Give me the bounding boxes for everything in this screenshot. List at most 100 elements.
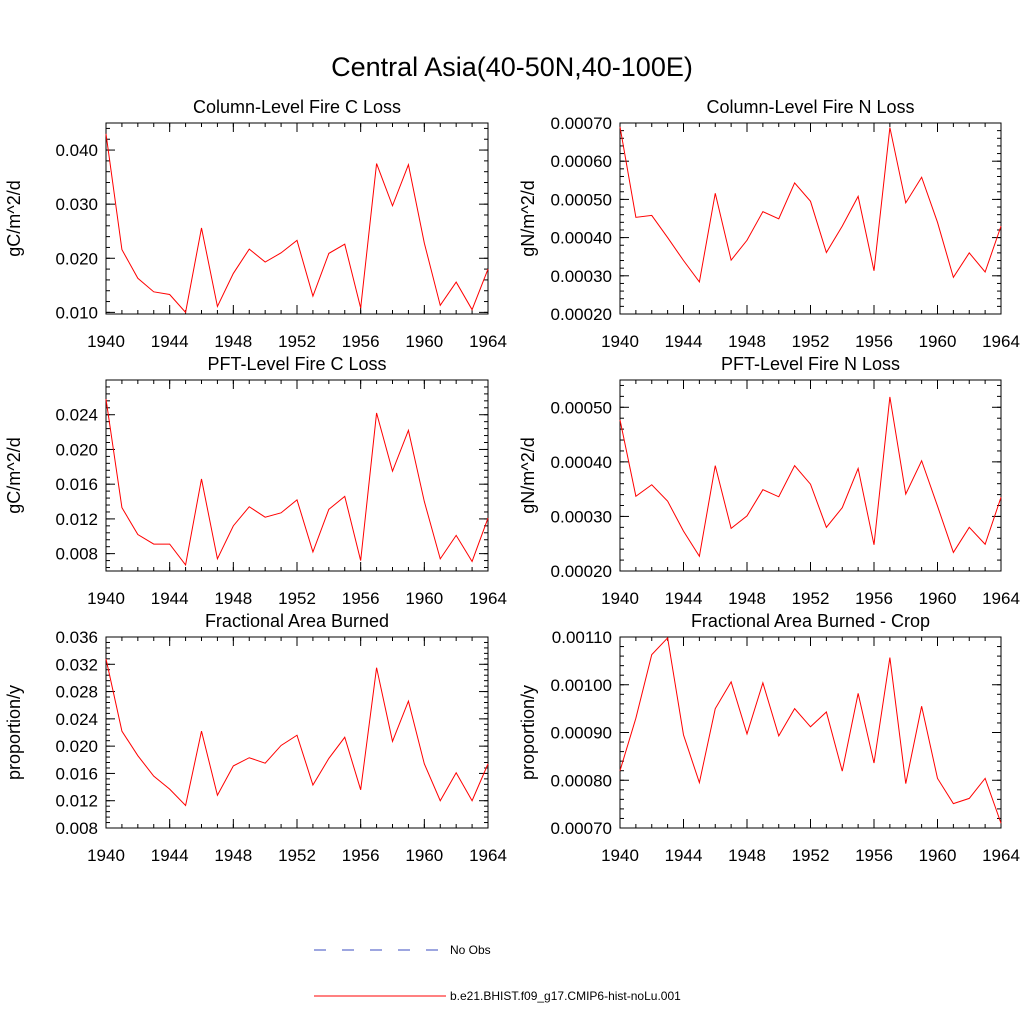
x-tick-label: 1944 bbox=[151, 846, 189, 865]
y-tick-label: 0.012 bbox=[55, 510, 98, 529]
series-line-model bbox=[105, 399, 489, 567]
y-tick-label: 0.028 bbox=[55, 683, 98, 702]
series-line-model bbox=[105, 658, 489, 807]
x-tick-label: 1964 bbox=[982, 589, 1020, 608]
x-tick-label: 1964 bbox=[982, 846, 1020, 865]
x-tick-label: 1960 bbox=[919, 332, 957, 351]
chart-panel-5: Fractional Area Burned proportion/y 1940 19… bbox=[4, 611, 507, 865]
x-tick-label: 1956 bbox=[342, 589, 380, 608]
legend-label-model: b.e21.BHIST.f09_g17.CMIP6-hist-noLu.001 bbox=[450, 989, 681, 1003]
y-tick-label: 0.00020 bbox=[551, 562, 612, 581]
y-axis-label: proportion/y bbox=[518, 685, 538, 780]
y-tick-label: 0.00070 bbox=[551, 114, 612, 133]
x-tick-label: 1948 bbox=[214, 589, 252, 608]
x-tick-label: 1944 bbox=[665, 332, 703, 351]
x-tick-label: 1952 bbox=[278, 846, 316, 865]
x-tick-label: 1952 bbox=[792, 846, 830, 865]
x-tick-label: 1940 bbox=[601, 589, 639, 608]
y-tick-label: 0.00110 bbox=[552, 628, 612, 647]
x-tick-label: 1964 bbox=[982, 332, 1020, 351]
y-tick-label: 0.020 bbox=[55, 249, 98, 268]
x-tick-label: 1956 bbox=[342, 846, 380, 865]
y-axis-label: gC/m^2/d bbox=[4, 437, 24, 513]
plot-frame bbox=[619, 636, 1002, 829]
x-tick-label: 1964 bbox=[469, 332, 507, 351]
y-tick-label: 0.030 bbox=[55, 195, 98, 214]
panel-title: Fractional Area Burned - Crop bbox=[691, 611, 930, 631]
legend-label-no-obs: No Obs bbox=[450, 943, 491, 957]
y-axis-label: proportion/y bbox=[4, 685, 24, 780]
y-tick-label: 0.008 bbox=[55, 819, 98, 838]
x-tick-label: 1940 bbox=[87, 332, 125, 351]
panel-title: PFT-Level Fire N Loss bbox=[721, 354, 900, 374]
plot-frame bbox=[619, 122, 1002, 315]
x-tick-label: 1964 bbox=[469, 846, 507, 865]
panel-title: Column-Level Fire N Loss bbox=[706, 97, 914, 117]
y-axis-label: gN/m^2/d bbox=[518, 180, 538, 256]
x-tick-label: 1960 bbox=[919, 589, 957, 608]
y-tick-label: 0.010 bbox=[55, 303, 98, 322]
x-tick-label: 1948 bbox=[214, 846, 252, 865]
panels: Column-Level Fire C Loss gC/m^2/d 1940 1944… bbox=[4, 97, 1020, 865]
y-tick-label: 0.008 bbox=[55, 545, 98, 564]
x-tick-label: 1960 bbox=[405, 846, 443, 865]
y-tick-label: 0.012 bbox=[55, 792, 98, 811]
x-tick-label: 1960 bbox=[919, 846, 957, 865]
x-tick-label: 1952 bbox=[792, 332, 830, 351]
series-line-model bbox=[619, 636, 1002, 824]
y-tick-label: 0.00050 bbox=[551, 190, 612, 209]
series-line-model bbox=[619, 396, 1002, 558]
chart-panel-3: PFT-Level Fire C Loss gC/m^2/d 1940 1944 194… bbox=[4, 354, 507, 608]
panel-title: Column-Level Fire C Loss bbox=[193, 97, 401, 117]
y-axis-label: gN/m^2/d bbox=[518, 437, 538, 513]
plot-frame bbox=[619, 379, 1002, 572]
figure-title: Central Asia(40-50N,40-100E) bbox=[331, 52, 693, 82]
x-tick-label: 1948 bbox=[728, 846, 766, 865]
y-axis-label: gC/m^2/d bbox=[4, 180, 24, 256]
series-line-model bbox=[619, 126, 1002, 284]
legend: No Obs b.e21.BHIST.f09_g17.CMIP6-hist-no… bbox=[314, 943, 681, 1003]
y-tick-label: 0.00090 bbox=[551, 724, 612, 743]
x-tick-label: 1940 bbox=[87, 589, 125, 608]
y-tick-label: 0.020 bbox=[55, 737, 98, 756]
y-tick-label: 0.016 bbox=[55, 764, 98, 783]
y-tick-label: 0.00100 bbox=[551, 676, 612, 695]
y-tick-label: 0.016 bbox=[55, 475, 98, 494]
y-tick-label: 0.00030 bbox=[551, 267, 612, 286]
chart-panel-4: PFT-Level Fire N Loss gN/m^2/d 1940 1944 194… bbox=[518, 354, 1020, 608]
plot-frame bbox=[105, 636, 489, 829]
x-tick-label: 1944 bbox=[151, 589, 189, 608]
x-tick-label: 1956 bbox=[855, 846, 893, 865]
plot-frame bbox=[105, 379, 489, 572]
x-tick-label: 1960 bbox=[405, 332, 443, 351]
x-tick-label: 1948 bbox=[728, 589, 766, 608]
y-tick-label: 0.00050 bbox=[551, 398, 612, 417]
y-tick-label: 0.036 bbox=[55, 628, 98, 647]
y-tick-label: 0.00020 bbox=[551, 305, 612, 324]
y-tick-label: 0.00070 bbox=[551, 819, 612, 838]
y-tick-label: 0.024 bbox=[55, 710, 98, 729]
x-tick-label: 1940 bbox=[87, 846, 125, 865]
y-tick-label: 0.00030 bbox=[551, 507, 612, 526]
panel-title: Fractional Area Burned bbox=[205, 611, 389, 631]
x-tick-label: 1960 bbox=[405, 589, 443, 608]
y-tick-label: 0.00060 bbox=[551, 152, 612, 171]
y-tick-label: 0.020 bbox=[55, 440, 98, 459]
x-tick-label: 1948 bbox=[728, 332, 766, 351]
chart-panel-1: Column-Level Fire C Loss gC/m^2/d 1940 1944… bbox=[4, 97, 507, 351]
y-tick-label: 0.024 bbox=[55, 406, 98, 425]
chart-panel-6: Fractional Area Burned - Crop proportion/… bbox=[518, 611, 1020, 865]
x-tick-label: 1948 bbox=[214, 332, 252, 351]
y-tick-label: 0.00080 bbox=[551, 771, 612, 790]
x-tick-label: 1956 bbox=[342, 332, 380, 351]
y-tick-label: 0.032 bbox=[55, 655, 98, 674]
y-tick-label: 0.040 bbox=[55, 141, 98, 160]
series-line-model bbox=[105, 133, 489, 314]
x-tick-label: 1940 bbox=[601, 332, 639, 351]
x-tick-label: 1956 bbox=[855, 589, 893, 608]
x-tick-label: 1952 bbox=[792, 589, 830, 608]
x-tick-label: 1964 bbox=[469, 589, 507, 608]
x-tick-label: 1952 bbox=[278, 589, 316, 608]
x-tick-label: 1944 bbox=[665, 589, 703, 608]
